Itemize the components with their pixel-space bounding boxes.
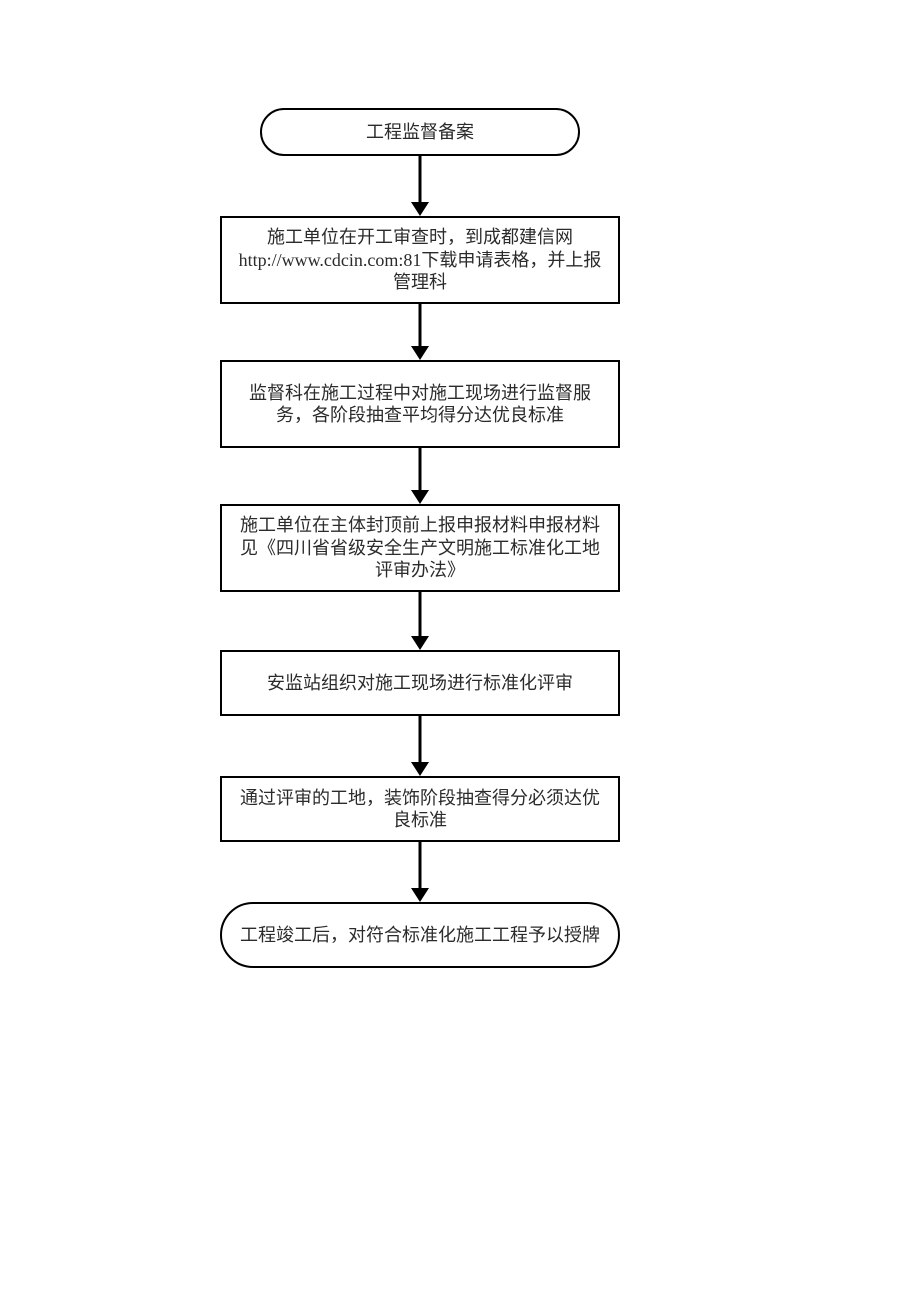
flowchart-arrow-head [411,346,429,360]
flowchart-node-label: 通过评审的工地，装饰阶段抽查得分必须达优良标准 [232,787,608,832]
flowchart-node-n3: 监督科在施工过程中对施工现场进行监督服务，各阶段抽查平均得分达优良标准 [220,360,620,448]
flowchart-arrow-line [419,842,422,888]
flowchart-arrow-line [419,592,422,636]
flowchart-arrow-line [419,304,422,346]
flowchart-node-label: 工程监督备案 [366,121,474,144]
flowchart-node-n2: 施工单位在开工审查时，到成都建信网http://www.cdcin.com:81… [220,216,620,304]
flowchart-arrow-head [411,490,429,504]
flowchart-node-n4: 施工单位在主体封顶前上报申报材料申报材料见《四川省省级安全生产文明施工标准化工地… [220,504,620,592]
flowchart-arrow-head [411,888,429,902]
flowchart-node-label: 施工单位在主体封顶前上报申报材料申报材料见《四川省省级安全生产文明施工标准化工地… [232,514,608,582]
flowchart-arrow-line [419,448,422,490]
flowchart-node-label: 安监站组织对施工现场进行标准化评审 [267,672,573,695]
flowchart-canvas: 工程监督备案施工单位在开工审查时，到成都建信网http://www.cdcin.… [0,0,920,1302]
flowchart-node-n1: 工程监督备案 [260,108,580,156]
flowchart-node-label: 施工单位在开工审查时，到成都建信网http://www.cdcin.com:81… [232,226,608,294]
flowchart-node-n7: 工程竣工后，对符合标准化施工工程予以授牌 [220,902,620,968]
flowchart-arrow-head [411,202,429,216]
flowchart-arrow-line [419,156,422,202]
flowchart-arrow-line [419,716,422,762]
flowchart-arrow-head [411,762,429,776]
flowchart-node-n6: 通过评审的工地，装饰阶段抽查得分必须达优良标准 [220,776,620,842]
flowchart-node-n5: 安监站组织对施工现场进行标准化评审 [220,650,620,716]
flowchart-node-label: 监督科在施工过程中对施工现场进行监督服务，各阶段抽查平均得分达优良标准 [232,382,608,427]
flowchart-node-label: 工程竣工后，对符合标准化施工工程予以授牌 [240,924,600,947]
flowchart-arrow-head [411,636,429,650]
